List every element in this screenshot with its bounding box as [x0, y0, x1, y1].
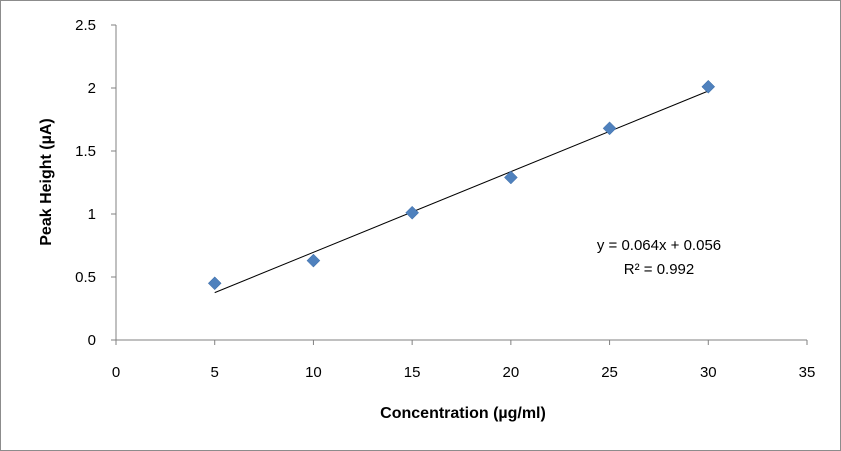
y-axis-ticks: 0 0.5 1 1.5 2 2.5: [75, 17, 116, 349]
x-tick-label: 15: [404, 364, 421, 381]
y-tick-label: 1: [88, 206, 96, 223]
x-tick-label: 30: [700, 364, 717, 381]
data-point-diamond: [405, 205, 419, 220]
x-tick-label: 10: [305, 364, 322, 381]
x-axis-title: Concentration (µg/ml): [380, 405, 546, 422]
x-axis-ticks: 0 5 10 15 20 25 30 35: [112, 340, 816, 381]
x-tick-label: 20: [503, 364, 520, 381]
x-tick-label: 35: [799, 364, 816, 381]
y-tick-label: 2: [88, 80, 96, 97]
r-squared-label: R² = 0.992: [624, 261, 694, 278]
data-point-diamond: [701, 79, 716, 94]
trendline: [214, 90, 709, 294]
y-tick-label: 0.5: [75, 269, 96, 286]
x-tick-label: 25: [601, 364, 618, 381]
x-tick-label: 0: [112, 364, 120, 381]
data-point-diamond: [602, 121, 617, 136]
data-point-diamond: [504, 170, 518, 185]
data-point-diamond: [306, 253, 321, 268]
y-tick-label: 2.5: [75, 17, 96, 34]
data-points: [207, 79, 716, 291]
data-point-diamond: [207, 276, 222, 291]
trendline-equation: y = 0.064x + 0.056: [597, 237, 721, 254]
x-tick-label: 5: [211, 364, 219, 381]
y-tick-label: 0: [88, 332, 96, 349]
y-axis-title: Peak Height (µA): [38, 118, 55, 245]
axes: [115, 25, 807, 341]
y-tick-label: 1.5: [75, 143, 96, 160]
